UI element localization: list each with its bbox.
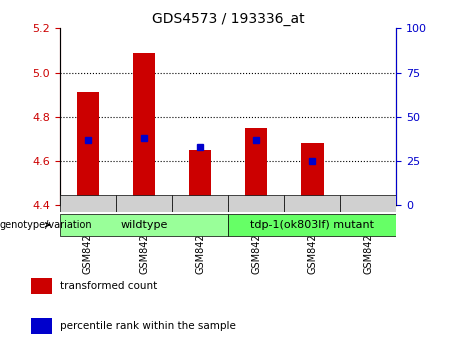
Bar <box>189 150 211 205</box>
FancyBboxPatch shape <box>172 195 228 212</box>
Bar <box>245 128 267 205</box>
Text: percentile rank within the sample: percentile rank within the sample <box>60 321 236 331</box>
FancyBboxPatch shape <box>284 195 340 212</box>
FancyBboxPatch shape <box>228 214 396 236</box>
FancyBboxPatch shape <box>116 195 172 212</box>
Text: wildtype: wildtype <box>120 220 168 230</box>
Text: genotype/variation: genotype/variation <box>0 220 93 230</box>
Title: GDS4573 / 193336_at: GDS4573 / 193336_at <box>152 12 305 26</box>
Bar <box>77 92 99 205</box>
FancyBboxPatch shape <box>60 214 228 236</box>
FancyBboxPatch shape <box>340 195 396 212</box>
Text: transformed count: transformed count <box>60 281 158 291</box>
Text: tdp-1(ok803lf) mutant: tdp-1(ok803lf) mutant <box>250 220 374 230</box>
FancyBboxPatch shape <box>60 195 116 212</box>
FancyBboxPatch shape <box>228 195 284 212</box>
Bar <box>31 318 52 333</box>
Bar <box>301 143 324 205</box>
Bar <box>31 278 52 294</box>
Bar <box>133 53 155 205</box>
Bar <box>357 203 379 205</box>
